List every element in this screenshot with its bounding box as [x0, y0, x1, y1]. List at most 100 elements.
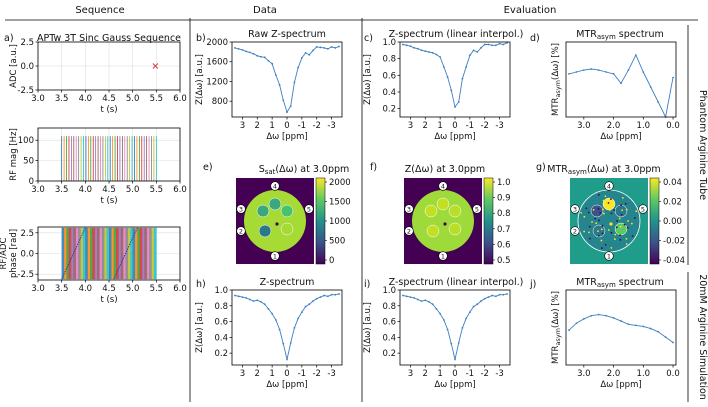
- x-tick-label: 3.0: [31, 94, 45, 104]
- x-tick-label: 3: [240, 369, 245, 379]
- y-tick-label: 100: [18, 136, 34, 146]
- x-tick-label: 3.0: [577, 121, 591, 131]
- data-point: [664, 336, 667, 339]
- phantom-marker-label: 4: [273, 183, 277, 191]
- y-tick-label: 2.5: [20, 38, 34, 48]
- map-title-g: MTRasym(Δω) at 3.0ppm: [547, 164, 660, 176]
- data-point: [420, 49, 423, 52]
- colorbar-tick-label: -0.02: [663, 237, 685, 247]
- x-tick-label: 2: [255, 121, 260, 131]
- phase-band: [75, 227, 79, 280]
- data-point: [568, 72, 570, 75]
- data-point: [323, 47, 326, 49]
- data-point: [612, 316, 615, 319]
- y-axis-label: Z(Δω) [a.u.]: [195, 54, 205, 105]
- data-point: [312, 300, 314, 302]
- x-tick-label: 2.0: [607, 121, 621, 131]
- plot-frame: [231, 41, 343, 118]
- y-tick-label: 2000: [206, 38, 228, 48]
- noise-speck: [630, 222, 633, 225]
- noise-speck: [623, 223, 626, 226]
- data-point: [286, 358, 288, 361]
- y-tick-label: 800: [212, 97, 228, 107]
- data-point: [461, 326, 464, 329]
- x-tick-label: 0.0: [666, 369, 680, 379]
- phantom-center-dot: [275, 222, 279, 226]
- phantom-marker-label: 5: [475, 206, 479, 214]
- data-point: [483, 43, 486, 46]
- colorbar-tick-label: 0: [329, 256, 334, 266]
- data-point: [468, 311, 471, 314]
- data-point: [446, 328, 449, 331]
- data-point: [334, 47, 337, 49]
- data-point: [405, 44, 408, 47]
- panel-label: j): [529, 279, 536, 290]
- y-tick-label: 0.8: [214, 302, 228, 312]
- x-tick-label: -2: [480, 121, 488, 131]
- y-tick-label: 0.0: [20, 62, 34, 72]
- x-tick-label: 3.0: [31, 185, 45, 195]
- phase-band: [106, 227, 110, 280]
- noise-speck: [585, 207, 588, 210]
- data-point: [476, 303, 479, 306]
- noise-speck: [610, 212, 613, 215]
- noise-speck: [587, 211, 590, 214]
- noise-speck: [633, 217, 636, 219]
- phantom-marker: [570, 204, 580, 214]
- noise-speck: [600, 239, 603, 242]
- data-point: [334, 293, 337, 296]
- y-tick-label: 0.6: [382, 318, 396, 328]
- y-tick-label: 50: [23, 157, 34, 167]
- colorbar-g: [649, 177, 660, 265]
- phantom-image-e: 1 2 3 4 5: [236, 181, 314, 261]
- data-point: [274, 319, 277, 321]
- colorbar-tick-label: 0.00: [663, 217, 682, 227]
- chart-c: 3 2 1 0 -1 -2 -3 1.0 0.8 0.6 0.4 0.2 Δω [ppm] Z(Δω) […: [363, 29, 523, 142]
- phantom-tube: [614, 222, 628, 236]
- data-point: [413, 296, 416, 299]
- x-tick-label: -1: [298, 121, 306, 131]
- data-point: [260, 55, 262, 58]
- colorbar-tick-label: 500: [329, 237, 345, 247]
- phantom-marker-label: 5: [641, 206, 645, 214]
- noise-speck: [580, 211, 583, 214]
- section-evaluation-header: Evaluation: [504, 5, 557, 16]
- phase-band: [146, 227, 150, 280]
- data-point: [289, 105, 292, 108]
- phantom-tube: [448, 204, 462, 218]
- noise-speck: [600, 247, 603, 249]
- phantom-marker-label: 4: [441, 183, 445, 191]
- noise-speck: [614, 233, 617, 236]
- data-point: [498, 293, 501, 296]
- chart-title: Z-spectrum (linear interpol.): [389, 277, 524, 288]
- phase-band: [71, 227, 74, 280]
- phase-band: [137, 227, 141, 280]
- data-point: [245, 296, 248, 299]
- x-tick-label: 0: [284, 369, 289, 379]
- noise-speck: [597, 194, 600, 196]
- x-tick-label: 4.5: [102, 185, 116, 195]
- phantom-marker-label: 3: [239, 206, 243, 214]
- noise-speck: [588, 237, 591, 240]
- chart-h: 3 2 1 0 -1 -2 -3 1.0 0.8 0.6 0.4 0.2 Δω [ppm] Z(Δω) […: [195, 277, 343, 390]
- noise-speck: [588, 231, 590, 234]
- data-point: [465, 66, 468, 68]
- data-point: [435, 308, 438, 310]
- y-tick-label: 1.0: [214, 286, 228, 296]
- phantom-marker: [304, 204, 314, 214]
- x-tick-label: 1.0: [637, 369, 651, 379]
- phantom-tube: [268, 197, 282, 211]
- data-point: [338, 45, 340, 48]
- data-point: [590, 68, 593, 70]
- panel-label: d): [530, 33, 540, 44]
- noise-speck: [619, 238, 622, 241]
- chart-j: 3.0 2.0 1.0 0.0 Δω [ppm] MTRasym(Δω) [%] j) MTR…: [529, 277, 680, 390]
- x-tick-label: -3: [495, 369, 503, 379]
- x-tick-label: -2: [480, 369, 488, 379]
- x-tick-label: 5.0: [126, 284, 140, 294]
- x-tick-label: 1: [437, 369, 442, 379]
- x-tick-label: 2: [423, 369, 428, 379]
- phase-band: [127, 227, 131, 280]
- y-tick-label: 0.0: [20, 250, 34, 260]
- x-tick-label: 5.0: [126, 185, 140, 195]
